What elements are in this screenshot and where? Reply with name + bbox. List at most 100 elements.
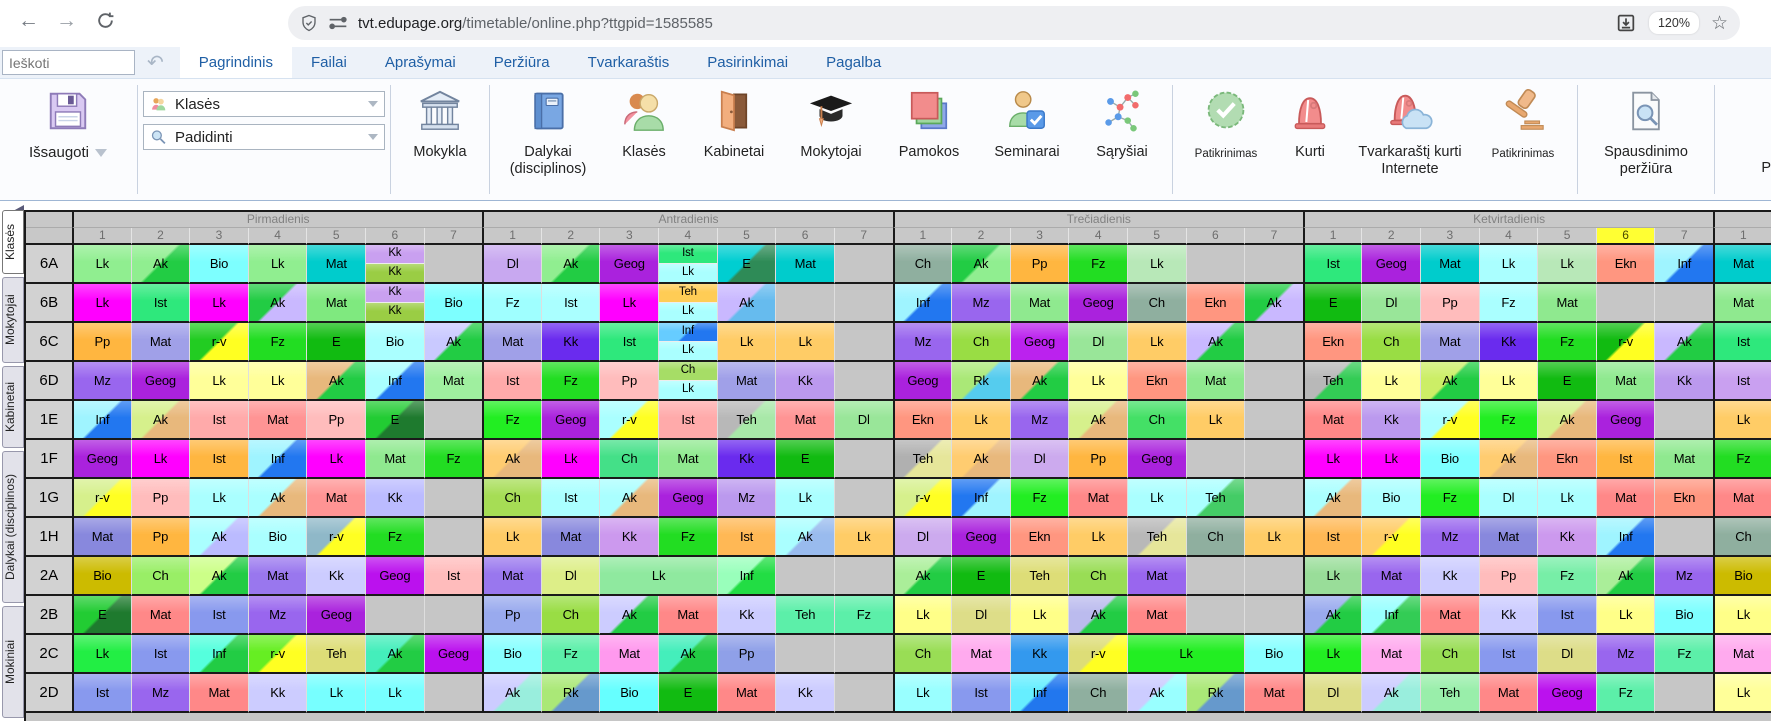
timetable-cell[interactable]: Ist — [1302, 245, 1362, 284]
timetable-cell-half[interactable]: Lk — [659, 342, 717, 360]
check2-button[interactable]: Patikrinimas — [1474, 79, 1572, 200]
timetable-cell[interactable]: Ak — [1595, 557, 1655, 596]
timetable-cell[interactable] — [833, 635, 893, 674]
timetable-cell[interactable]: Lk — [1068, 362, 1127, 401]
timetable-cell[interactable]: Lk — [1302, 440, 1362, 479]
timetable-cell[interactable]: Ak — [892, 557, 952, 596]
timetable-cell[interactable]: Mat — [599, 635, 659, 674]
timetable-cell[interactable]: Mat — [1420, 596, 1479, 635]
timetable-cell[interactable]: Ch — [1126, 284, 1186, 323]
timetable-cell[interactable] — [423, 518, 483, 557]
timetable-cell[interactable]: Rk — [540, 674, 600, 713]
timetable-cell[interactable]: Fz — [1595, 674, 1655, 713]
timetable-cell[interactable] — [1244, 323, 1303, 362]
timetable-cell-half[interactable]: Lk — [659, 381, 717, 399]
timetable-cell[interactable] — [1244, 362, 1303, 401]
timetable-cell[interactable]: Ak — [951, 440, 1010, 479]
timetable-cell[interactable]: Geog — [892, 362, 952, 401]
timetable-cell[interactable]: Ak — [189, 518, 248, 557]
timetable-cell[interactable]: Lk — [1126, 479, 1186, 518]
timetable-cell[interactable]: Mat — [365, 440, 424, 479]
timetable-cell[interactable]: Dl — [1009, 440, 1069, 479]
timetable-cell[interactable]: Ak — [1537, 401, 1596, 440]
timetable-cell[interactable]: Ch Lk — [658, 362, 717, 401]
timetable-cell[interactable]: Ak — [716, 284, 776, 323]
timetable-cell[interactable]: Dl — [482, 245, 541, 284]
timetable-cell[interactable]: Geog — [658, 479, 717, 518]
timetable-cell[interactable]: Pp — [130, 518, 190, 557]
timetable-cell[interactable]: Lk — [482, 518, 541, 557]
sidebar-tab[interactable]: Dalykai (disciplinos) — [2, 451, 24, 603]
timetable-cell[interactable]: Kk — [599, 518, 659, 557]
timetable-cell[interactable]: Lk — [72, 635, 131, 674]
timetable-cell[interactable]: Lk — [599, 557, 717, 596]
timetable-cell[interactable]: Geog — [365, 557, 424, 596]
timetable-cell[interactable]: Mat — [72, 518, 131, 557]
timetable-cell[interactable]: Lk — [1713, 596, 1771, 635]
timetable-cell[interactable]: Fz — [482, 401, 541, 440]
timetable-cell[interactable]: Mat — [951, 635, 1010, 674]
menu-tab-failai[interactable]: Failai — [310, 53, 347, 71]
timetable-cell[interactable]: Mz — [72, 362, 131, 401]
timetable-cell[interactable]: Mat — [775, 245, 834, 284]
timetable-cell[interactable]: Ist — [1537, 596, 1596, 635]
timetable-cell[interactable]: Lk — [775, 479, 834, 518]
timetable-cell[interactable]: Pp — [599, 362, 659, 401]
timetable-cell[interactable]: Ak — [1068, 596, 1127, 635]
menu-tab-peržiūra[interactable]: Peržiūra — [493, 53, 550, 71]
class-row-label[interactable]: 1H — [26, 518, 72, 557]
class-row-label[interactable]: 2D — [26, 674, 72, 713]
timetable-cell[interactable]: Mat — [247, 557, 307, 596]
timetable-cell[interactable] — [1244, 401, 1303, 440]
timetable-cell[interactable]: Inf — [951, 479, 1010, 518]
timetable-cell[interactable]: r-v — [189, 323, 248, 362]
url-bar[interactable]: tvt.edupage.org/timetable/online.php?ttg… — [288, 6, 1740, 40]
timetable-cell[interactable]: Bio — [482, 635, 541, 674]
timetable-cell[interactable]: Lk — [951, 401, 1010, 440]
timetable-cell[interactable]: Ist — [1595, 440, 1655, 479]
subjects-button[interactable]: Dalykai (disciplinos) — [495, 79, 601, 200]
classes-button[interactable]: Klasės — [601, 79, 687, 200]
timetable-cell[interactable]: Mat — [130, 323, 190, 362]
timetable-cell[interactable]: Lk — [365, 674, 424, 713]
timetable-cell[interactable]: Ch — [951, 323, 1010, 362]
seminars-button[interactable]: Seminarai — [977, 79, 1077, 200]
timetable-cell[interactable] — [833, 674, 893, 713]
timetable-cell[interactable]: Dl — [1478, 479, 1538, 518]
timetable-cell[interactable]: Ist — [189, 401, 248, 440]
timetable-cell[interactable]: Geog — [951, 518, 1010, 557]
timetable-cell[interactable]: Kk — [1537, 518, 1596, 557]
timetable-cell[interactable]: Kk — [1009, 635, 1069, 674]
timetable-cell[interactable]: Dl — [951, 596, 1010, 635]
timetable-cell[interactable]: Lk — [892, 596, 952, 635]
timetable-cell[interactable]: Teh — [1126, 518, 1186, 557]
timetable-cell[interactable]: Lk — [130, 440, 190, 479]
timetable-cell[interactable]: Ak — [365, 635, 424, 674]
timetable-cell[interactable]: Ak — [1185, 323, 1245, 362]
timetable-cell[interactable]: Ist — [1478, 635, 1538, 674]
timetable-cell[interactable]: Geog — [599, 245, 659, 284]
timetable-cell[interactable]: Geog — [1126, 440, 1186, 479]
timetable-cell[interactable]: Teh — [892, 440, 952, 479]
timetable-cell[interactable]: Mat — [1595, 362, 1655, 401]
timetable-cell[interactable]: Ist — [72, 674, 131, 713]
timetable-cell[interactable]: Lk — [775, 323, 834, 362]
timetable-cell[interactable]: Ak — [247, 284, 307, 323]
timetable-cell[interactable]: Mat — [658, 440, 717, 479]
timetable-cell[interactable]: Bio — [72, 557, 131, 596]
browser-reload-icon[interactable] — [96, 11, 115, 36]
timetable-cell[interactable]: Dl — [1302, 674, 1362, 713]
sidebar-tab[interactable]: Klasės — [2, 210, 24, 274]
timetable-cell[interactable]: E — [716, 245, 776, 284]
timetable-cell[interactable]: Mat — [1420, 323, 1479, 362]
timetable-cell[interactable]: Mat — [716, 362, 776, 401]
timetable-cell[interactable]: Lk — [1713, 674, 1771, 713]
timetable-cell[interactable] — [1654, 674, 1714, 713]
save-button[interactable]: Išsaugoti — [4, 79, 132, 200]
timetable-cell[interactable] — [833, 323, 893, 362]
timetable-cell[interactable]: Ist — [1713, 362, 1771, 401]
timetable-cell[interactable]: Rk — [1185, 674, 1245, 713]
timetable-cell-half[interactable]: Inf — [659, 323, 717, 342]
timetable-cell[interactable]: Teh Lk — [658, 284, 717, 323]
timetable-cell[interactable]: Lk — [1595, 596, 1655, 635]
